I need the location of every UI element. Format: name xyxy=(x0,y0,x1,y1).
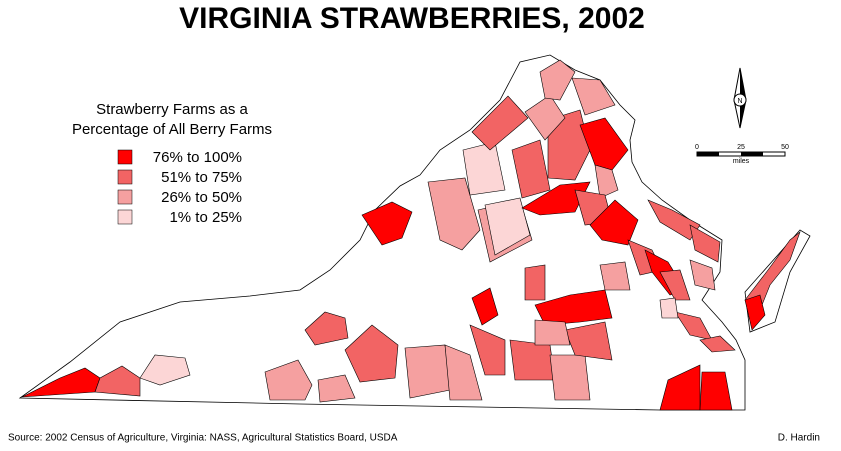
county xyxy=(571,77,616,116)
county xyxy=(744,294,766,331)
scale-tick-label: 50 xyxy=(781,144,789,151)
county xyxy=(304,311,349,346)
county xyxy=(444,344,483,401)
county xyxy=(534,319,571,346)
county xyxy=(344,324,399,383)
county xyxy=(547,109,591,181)
county xyxy=(361,201,413,246)
counties xyxy=(21,59,801,411)
county xyxy=(511,139,551,199)
legend-swatch xyxy=(117,169,133,185)
north-arrow: N xyxy=(733,67,747,129)
county xyxy=(509,339,556,381)
county xyxy=(689,259,716,291)
county xyxy=(21,367,101,398)
scale-tick-label: 25 xyxy=(737,144,745,151)
legend-swatch xyxy=(117,209,133,225)
county xyxy=(579,117,629,171)
county xyxy=(659,269,691,301)
legend: 76% to 100% 51% to 75% 26% to 50% 1% to 25% xyxy=(117,149,242,226)
county xyxy=(539,59,576,101)
county xyxy=(599,261,631,291)
legend-label: 51% to 75% xyxy=(161,169,242,186)
scale-tick-label: 0 xyxy=(695,144,699,151)
county xyxy=(139,354,191,386)
county xyxy=(549,354,591,401)
legend-title: Percentage of All Berry Farms xyxy=(72,121,272,138)
legend-label: 76% to 100% xyxy=(153,149,242,166)
county xyxy=(471,95,529,151)
county xyxy=(471,287,499,326)
legend-label: 26% to 50% xyxy=(161,189,242,206)
author-note: D. Hardin xyxy=(778,433,820,444)
legend-label: 1% to 25% xyxy=(169,209,242,226)
county xyxy=(484,197,531,256)
county xyxy=(524,264,546,301)
county xyxy=(404,344,451,399)
county xyxy=(594,164,619,199)
county xyxy=(94,365,141,397)
scale-unit: miles xyxy=(733,158,750,165)
legend-swatch xyxy=(117,189,133,205)
county xyxy=(564,321,613,361)
county xyxy=(699,335,736,353)
county xyxy=(317,374,356,403)
legend-swatch xyxy=(117,149,133,165)
county xyxy=(524,94,566,141)
legend-title: Strawberry Farms as a xyxy=(96,101,248,118)
source-note: Source: 2002 Census of Agriculture, Virg… xyxy=(8,433,398,444)
county xyxy=(699,371,733,411)
county xyxy=(689,224,721,263)
scale-bar: 0 25 50 miles xyxy=(695,144,789,165)
county xyxy=(659,297,679,319)
map-title: VIRGINIA STRAWBERRIES, 2002 xyxy=(179,2,645,35)
county xyxy=(589,199,639,246)
county xyxy=(264,359,313,401)
county xyxy=(469,324,506,376)
county xyxy=(427,177,481,251)
north-label: N xyxy=(737,98,742,105)
county xyxy=(659,364,701,411)
